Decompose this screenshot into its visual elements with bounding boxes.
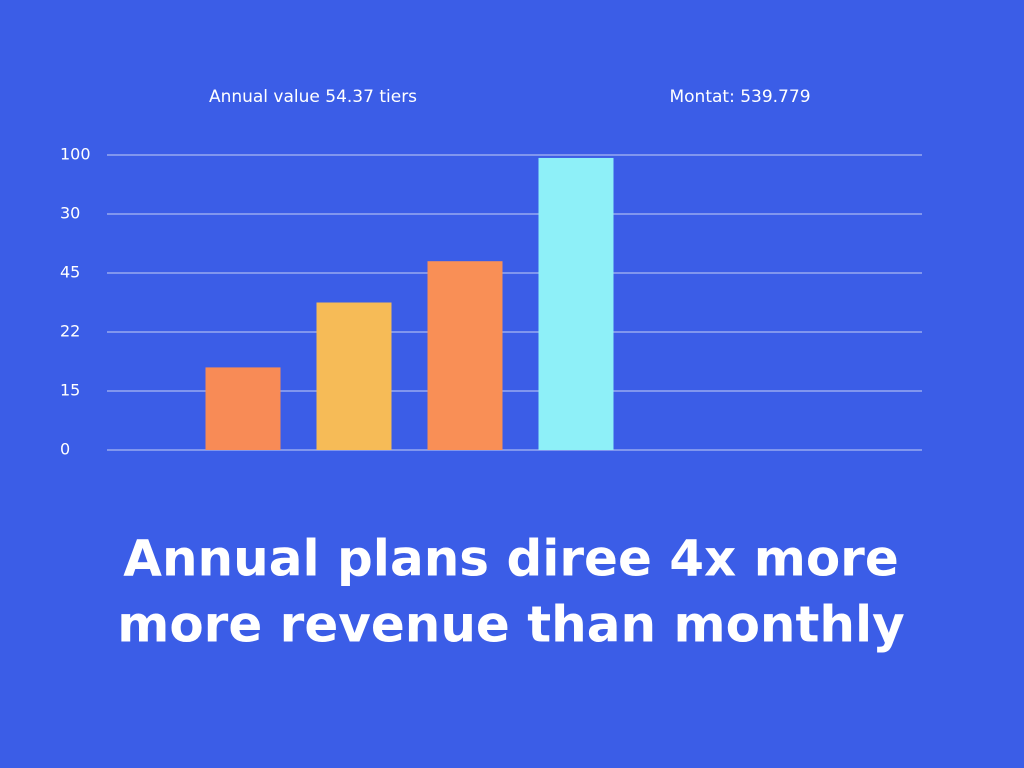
y-tick-label: 45 bbox=[60, 263, 80, 282]
header-right: Montat: 539.779 bbox=[669, 87, 810, 107]
y-tick-label: 22 bbox=[60, 322, 80, 341]
headline-line: more revenue than monthly bbox=[117, 596, 905, 654]
y-tick-label: 30 bbox=[60, 204, 80, 223]
headline-line: Annual plans diree 4x more bbox=[123, 530, 899, 588]
bar bbox=[538, 157, 614, 450]
bar bbox=[427, 261, 503, 450]
y-tick-label: 100 bbox=[60, 145, 91, 164]
header-left: Annual value 54.37 tiers bbox=[209, 87, 417, 107]
y-tick-label: 15 bbox=[60, 381, 80, 400]
y-tick-label: 0 bbox=[60, 440, 70, 459]
bar bbox=[205, 367, 281, 450]
bar bbox=[316, 302, 392, 450]
